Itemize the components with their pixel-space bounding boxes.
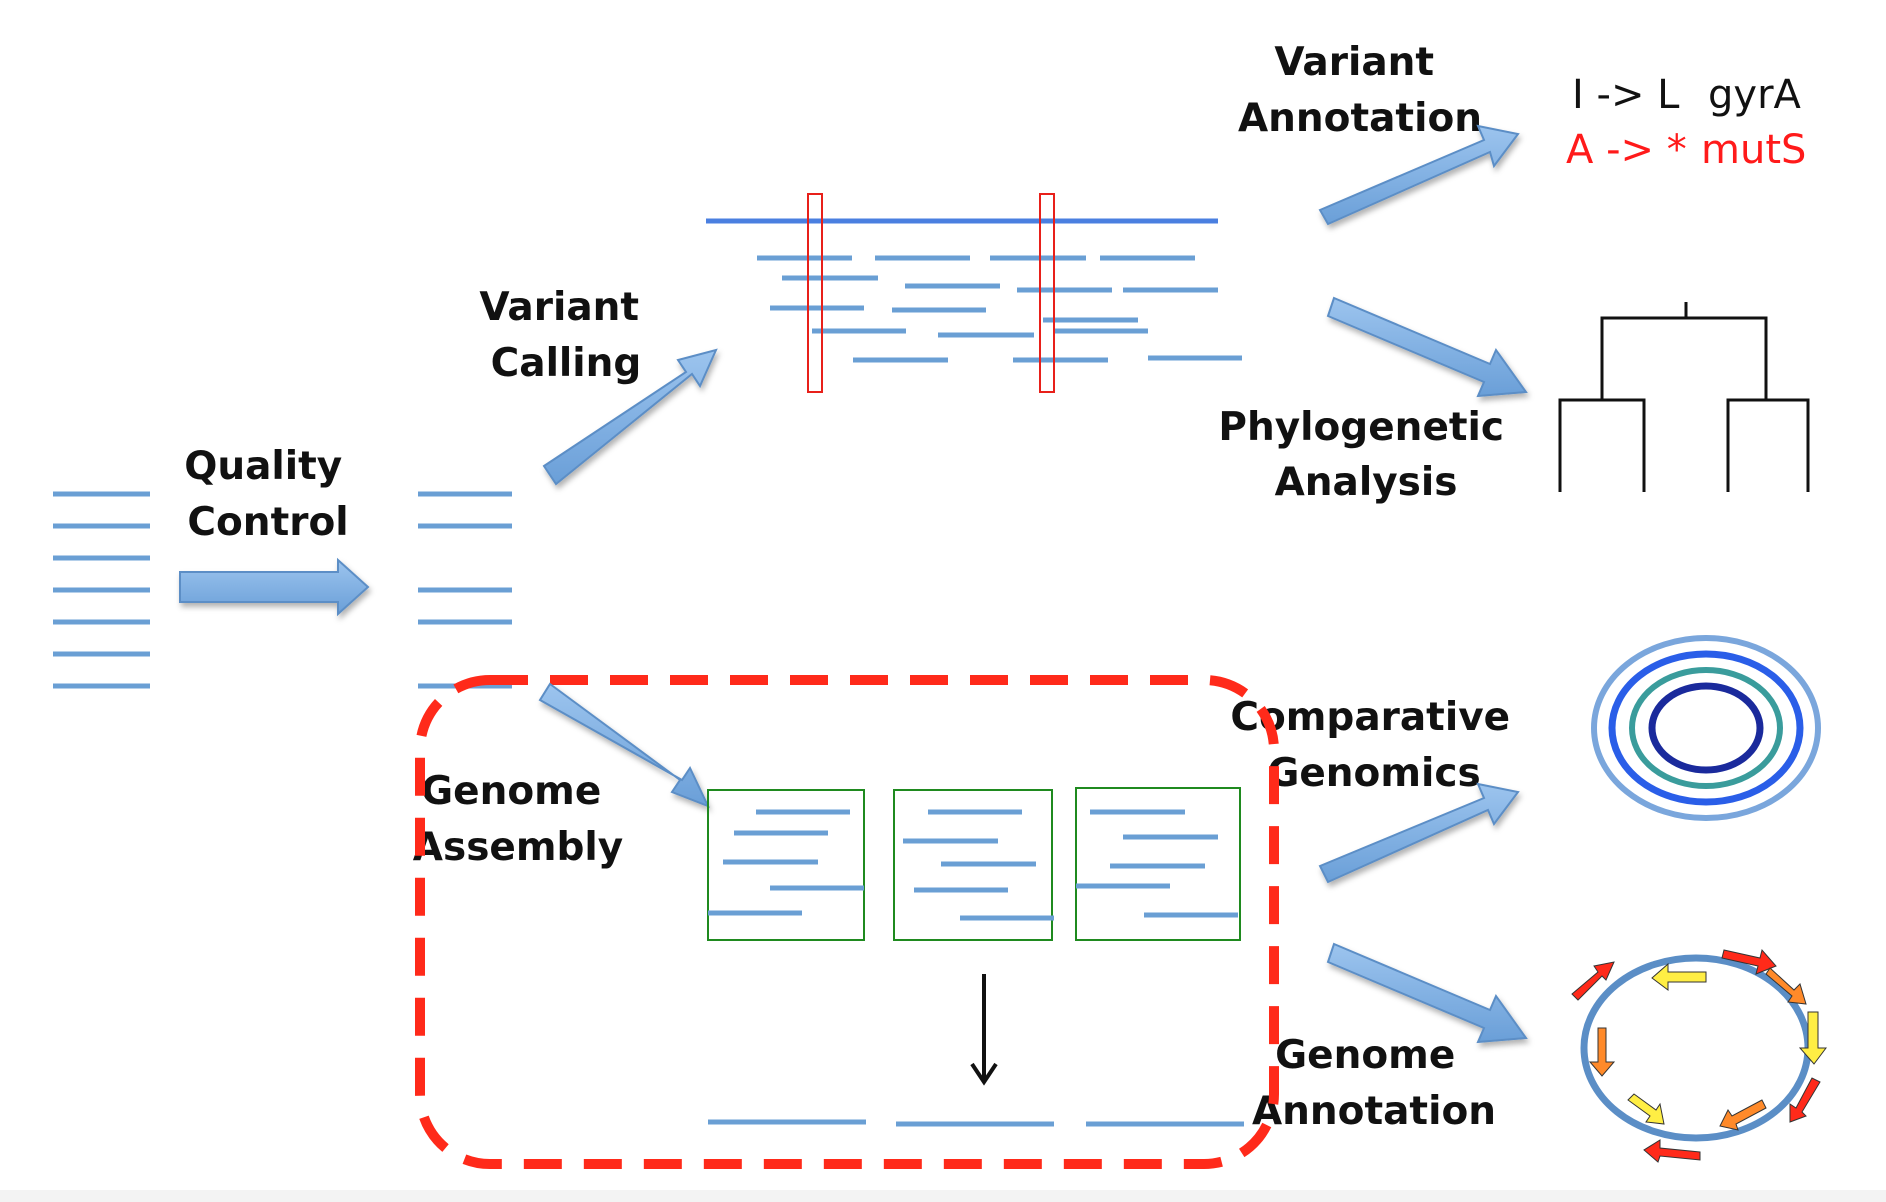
genome-annotation-label: Genome Annotation <box>1252 1033 1496 1134</box>
filtered-reads <box>418 491 512 689</box>
contig-box <box>707 789 865 941</box>
assembled-contigs <box>708 1119 1244 1127</box>
comparative-genomics-arrow <box>1318 782 1520 884</box>
variant-gene: mutS <box>1701 127 1806 173</box>
variant-calling-arrow <box>542 348 718 486</box>
variant-change: A -> * <box>1566 127 1687 173</box>
quality-control-label: Quality Control <box>184 444 356 545</box>
comparative-rings-icon <box>1591 635 1821 821</box>
variant-site-box <box>1039 193 1055 393</box>
annotated-genome-icon <box>1571 948 1827 1163</box>
raw-reads <box>53 491 150 689</box>
variant-site-box <box>807 193 823 393</box>
phylogenetic-arrow <box>1326 296 1528 398</box>
contig-group <box>707 787 1241 941</box>
comparative-genomics-label: Comparative Genomics <box>1230 695 1523 796</box>
genome-assembly-region <box>415 675 1279 1169</box>
genome-assembly-arrow <box>538 682 710 808</box>
phylogenetic-tree-icon <box>1558 302 1810 492</box>
genome-assembly-label: Genome Assembly <box>413 769 623 870</box>
bottom-band <box>0 1190 1886 1202</box>
contig-box <box>1075 787 1241 941</box>
variant-change: I -> L <box>1572 72 1680 118</box>
down-arrow-icon <box>970 974 998 1086</box>
phylogenetic-analysis-label: Phylogenetic Analysis <box>1218 405 1517 505</box>
variant-gene: gyrA <box>1708 72 1802 118</box>
variant-annotation-arrow <box>1318 124 1520 226</box>
genome-annotation-arrow <box>1326 942 1528 1044</box>
variant-calling-label: Variant Calling <box>479 285 652 386</box>
contig-box <box>893 789 1053 941</box>
quality-control-arrow <box>179 557 370 617</box>
read-alignment <box>706 193 1242 393</box>
variant-annotation-label: Variant Annotation <box>1238 40 1482 141</box>
